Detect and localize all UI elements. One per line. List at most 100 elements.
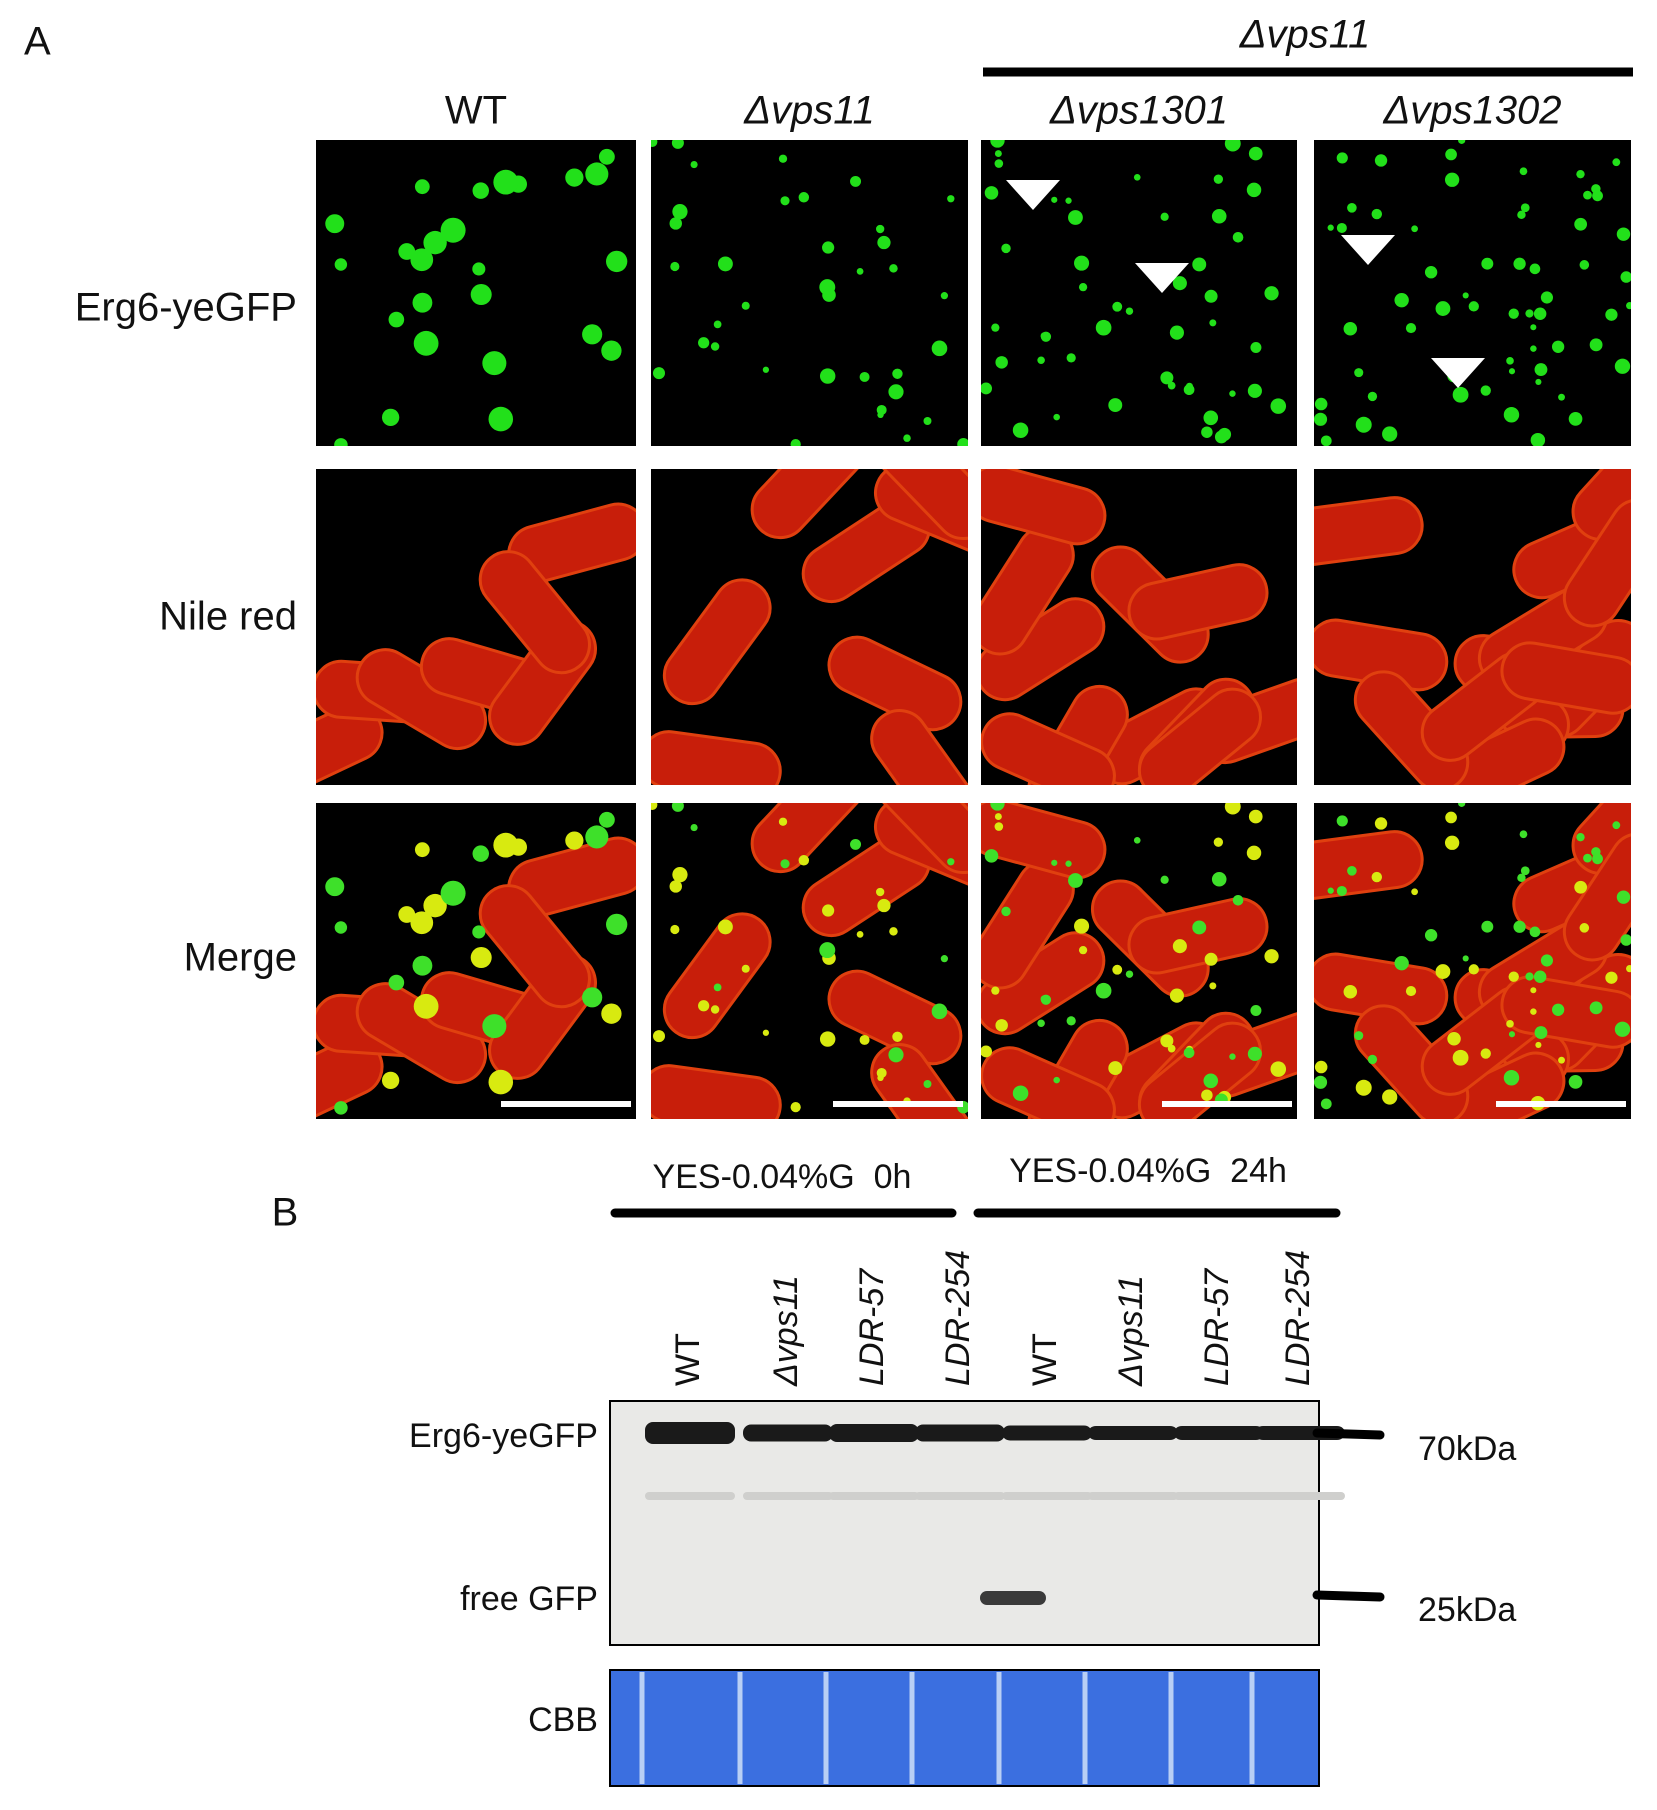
droplet — [1530, 324, 1537, 331]
cell — [981, 712, 1116, 785]
droplet — [875, 224, 885, 234]
droplet — [888, 1047, 904, 1063]
droplet — [1327, 224, 1334, 231]
arrowhead — [1431, 358, 1485, 388]
cell — [651, 1064, 782, 1119]
droplet — [1066, 1016, 1076, 1026]
droplet — [690, 824, 698, 832]
droplet — [859, 1034, 870, 1045]
droplet — [414, 842, 430, 858]
droplet — [1394, 292, 1409, 308]
droplet — [413, 330, 439, 356]
droplet — [1037, 356, 1045, 365]
droplet — [585, 825, 609, 849]
droplet — [710, 1005, 720, 1014]
droplet — [1424, 266, 1438, 279]
droplet — [1001, 243, 1011, 254]
droplet — [1405, 322, 1417, 334]
droplet — [1558, 393, 1565, 401]
band — [829, 1424, 919, 1442]
droplet — [1354, 1031, 1364, 1041]
droplet — [819, 368, 836, 384]
droplet — [1343, 984, 1358, 999]
droplet — [1616, 890, 1631, 904]
droplet — [1192, 257, 1207, 272]
droplet — [889, 264, 898, 273]
cell — [1500, 641, 1631, 715]
droplet — [381, 1071, 400, 1090]
condition-label: YES-0.04%G 24h — [1009, 1152, 1287, 1190]
droplet — [1367, 1054, 1378, 1065]
droplet — [672, 204, 688, 220]
droplet — [1201, 1089, 1213, 1101]
droplet — [334, 1101, 348, 1115]
droplet — [1336, 885, 1347, 897]
faint-band — [915, 1492, 1005, 1500]
droplet — [1270, 1061, 1287, 1077]
droplet — [1519, 167, 1528, 176]
droplet — [672, 867, 688, 883]
droplet — [1445, 811, 1457, 824]
droplet — [1125, 307, 1134, 315]
droplet — [1508, 1031, 1516, 1038]
column-label: Δvps1301 — [1049, 89, 1228, 133]
panel-label: A — [24, 20, 51, 64]
droplet — [1320, 435, 1332, 446]
droplet — [1204, 952, 1218, 966]
droplet — [651, 803, 658, 810]
droplet — [877, 1074, 884, 1082]
droplet — [598, 811, 615, 828]
droplet — [565, 168, 584, 187]
droplet — [669, 217, 682, 230]
droplet — [1354, 368, 1364, 378]
faint-band — [1002, 1492, 1092, 1500]
cell — [662, 912, 772, 1040]
droplet — [1530, 987, 1537, 994]
cell — [478, 884, 591, 1009]
droplet — [1314, 397, 1328, 411]
droplet — [850, 838, 862, 850]
droplet — [1424, 929, 1438, 942]
droplet — [856, 930, 864, 938]
droplet — [1519, 830, 1528, 839]
droplet — [741, 301, 750, 310]
droplet — [717, 256, 733, 272]
droplet — [1213, 174, 1224, 184]
droplet — [1520, 203, 1530, 213]
droplet — [994, 159, 1004, 168]
droplet — [388, 311, 405, 328]
droplet — [1506, 1020, 1514, 1028]
band — [1174, 1426, 1264, 1440]
droplet — [1183, 1047, 1195, 1059]
droplet — [1452, 1049, 1469, 1066]
cell — [870, 709, 968, 785]
droplet — [713, 320, 722, 329]
droplet — [889, 927, 898, 936]
micrograph — [1314, 469, 1631, 785]
marker-label: 25kDa — [1418, 1591, 1516, 1629]
droplet — [1320, 1098, 1332, 1110]
droplet — [601, 340, 622, 361]
droplet — [957, 438, 968, 446]
droplet — [669, 880, 682, 893]
droplet — [1517, 873, 1526, 883]
droplet — [698, 337, 710, 349]
condition-label: YES-0.04%G 0h — [653, 1158, 912, 1196]
droplet — [1169, 325, 1184, 340]
droplet — [1592, 853, 1603, 865]
band-label: Erg6-yeGFP — [409, 1417, 598, 1455]
band-label: free GFP — [460, 1580, 598, 1618]
droplet — [601, 1003, 622, 1024]
droplet — [605, 913, 628, 936]
droplet — [1462, 292, 1469, 299]
droplet — [1355, 416, 1372, 433]
band — [1088, 1426, 1178, 1440]
droplet — [440, 880, 466, 906]
droplet — [1374, 817, 1388, 830]
droplet — [1248, 809, 1263, 824]
droplet — [1535, 378, 1542, 386]
arrowhead — [1341, 235, 1395, 265]
droplet — [1112, 301, 1123, 312]
droplet — [1169, 988, 1184, 1003]
